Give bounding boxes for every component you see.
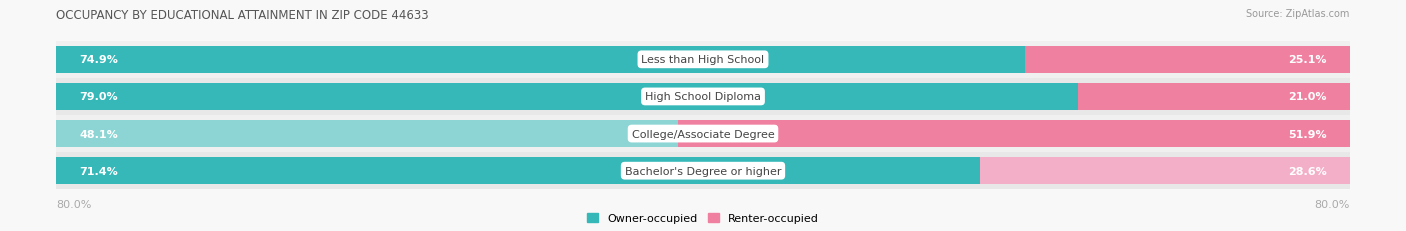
Bar <box>679 121 1350 147</box>
Bar <box>56 42 1350 79</box>
Text: Source: ZipAtlas.com: Source: ZipAtlas.com <box>1246 9 1350 19</box>
Bar <box>56 84 1078 110</box>
Bar <box>56 79 1350 116</box>
Text: OCCUPANCY BY EDUCATIONAL ATTAINMENT IN ZIP CODE 44633: OCCUPANCY BY EDUCATIONAL ATTAINMENT IN Z… <box>56 9 429 22</box>
Text: 80.0%: 80.0% <box>56 199 91 209</box>
Bar <box>56 152 1350 189</box>
Bar <box>1078 84 1350 110</box>
Bar <box>980 158 1350 184</box>
Bar <box>1025 47 1350 73</box>
Text: Less than High School: Less than High School <box>641 55 765 65</box>
Text: 25.1%: 25.1% <box>1288 55 1326 65</box>
Bar <box>56 116 1350 152</box>
Bar <box>56 121 679 147</box>
Text: 48.1%: 48.1% <box>80 129 118 139</box>
Legend: Owner-occupied, Renter-occupied: Owner-occupied, Renter-occupied <box>586 213 820 223</box>
Text: 51.9%: 51.9% <box>1288 129 1326 139</box>
Text: 21.0%: 21.0% <box>1288 92 1326 102</box>
Text: 71.4%: 71.4% <box>80 166 118 176</box>
Text: 79.0%: 79.0% <box>80 92 118 102</box>
Text: 80.0%: 80.0% <box>1315 199 1350 209</box>
Text: Bachelor's Degree or higher: Bachelor's Degree or higher <box>624 166 782 176</box>
Text: College/Associate Degree: College/Associate Degree <box>631 129 775 139</box>
Text: High School Diploma: High School Diploma <box>645 92 761 102</box>
Bar <box>56 158 980 184</box>
Text: 74.9%: 74.9% <box>80 55 118 65</box>
Text: 28.6%: 28.6% <box>1288 166 1326 176</box>
Bar <box>56 47 1025 73</box>
